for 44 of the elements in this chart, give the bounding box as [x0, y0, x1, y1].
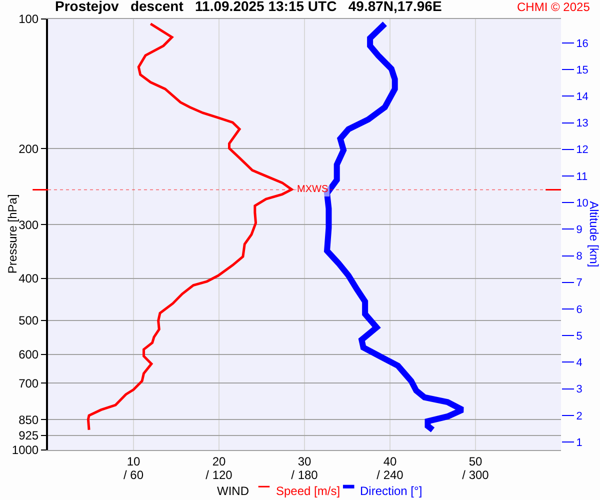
legend-label: Speed [m/s]	[276, 484, 340, 498]
y-tick-label: 100	[18, 12, 39, 26]
y-axis-title: Pressure [hPa]	[6, 194, 20, 274]
y-tick-label: 200	[18, 142, 39, 156]
y2-tick-label: 16	[576, 38, 588, 50]
y2-tick-label: 9	[576, 224, 582, 236]
y2-tick-label: 11	[576, 170, 588, 183]
y2-tick-label: 7	[576, 277, 582, 290]
y2-axis-title: Altitude [km]	[586, 201, 600, 268]
ref-line-label: MXWS	[297, 184, 328, 195]
y-tick-label: 850	[18, 412, 39, 427]
x2-tick-label: / 120	[206, 468, 233, 482]
y-tick-label: 700	[18, 376, 39, 390]
y2-tick-label: 10	[576, 197, 588, 210]
x-tick-label: 30	[298, 454, 312, 468]
y2-tick-label: 8	[576, 250, 582, 263]
y-tick-label: 600	[18, 348, 39, 362]
x2-tick-label: / 180	[291, 468, 318, 482]
y-tick-label: 500	[18, 313, 39, 328]
x2-tick-label: / 300	[462, 468, 490, 482]
chart-title: Prostejov descent 11.09.2025 13:15 UTC 49.87N,17.96E	[55, 0, 442, 14]
y-tick-label: 300	[18, 218, 39, 232]
legend-label: Direction [°]	[360, 484, 422, 498]
y2-tick-label: 3	[576, 384, 582, 396]
y2-tick-label: 2	[576, 410, 582, 422]
y2-tick-label: 12	[576, 144, 588, 156]
y2-tick-label: 15	[576, 64, 588, 76]
y2-tick-label: 6	[576, 304, 582, 316]
x-tick-label: 40	[383, 454, 397, 468]
text: CHMI © 2025	[517, 0, 590, 14]
x-axis-title: WIND	[217, 484, 250, 498]
x2-tick-label: / 240	[376, 468, 404, 482]
y-tick-label: 400	[18, 272, 39, 286]
y2-tick-label: 13	[576, 118, 588, 130]
y2-tick-label: 14	[576, 91, 588, 103]
y2-tick-label: 4	[576, 357, 582, 370]
y-tick-label: 925	[18, 428, 39, 443]
y2-tick-label: 5	[576, 330, 582, 342]
x-tick-label: 50	[468, 454, 482, 468]
x-tick-label: 20	[212, 454, 226, 468]
x-tick-label: 10	[126, 454, 140, 468]
y-tick-label: 1000	[12, 443, 39, 458]
x2-tick-label: / 60	[123, 468, 144, 482]
y2-tick-label: 1	[576, 436, 582, 449]
